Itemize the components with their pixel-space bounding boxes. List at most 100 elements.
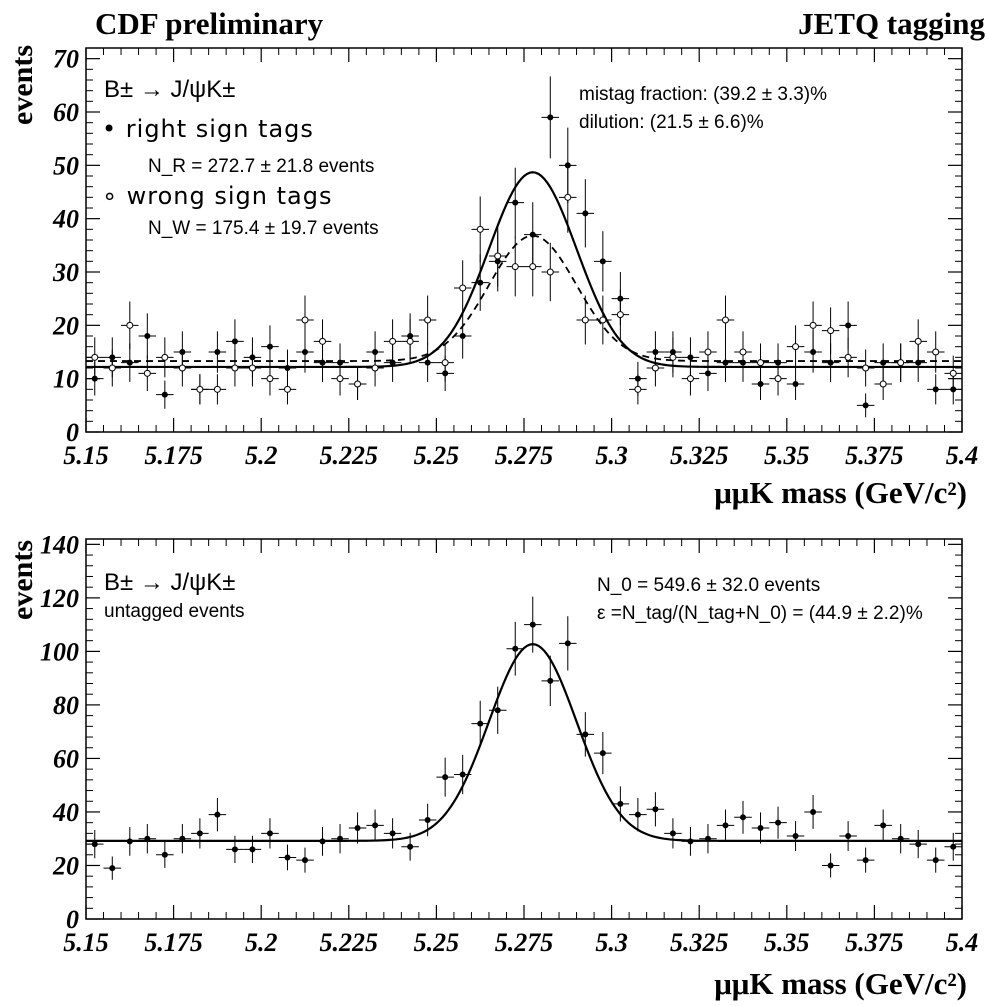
top-right-sign-tags-point [459, 333, 466, 339]
top-x-tick-label: 5.25 [414, 441, 460, 470]
top-right-sign-tags-point [529, 231, 536, 238]
top-right-sign-tags-point [547, 114, 554, 121]
top-right-sign-tags-point [827, 359, 834, 366]
top-wrong-sign-tags-point [721, 316, 729, 324]
top-wrong-sign-tags-point [634, 385, 642, 393]
bottom-y-tick-label: 80 [53, 691, 79, 720]
bottom-untagged-events-point [722, 822, 729, 829]
bottom-untagged-events-point [740, 814, 746, 821]
top-wrong-sign-tags-point [143, 369, 151, 377]
bottom-data-marks [86, 596, 962, 880]
untagged-label: untagged events [104, 601, 245, 622]
bottom-x-tick-label: 5.375 [845, 928, 904, 957]
bottom-y-tick-label: 140 [40, 530, 79, 559]
bottom-untagged-events-point [196, 830, 203, 837]
bottom-untagged-events-point [582, 731, 589, 738]
top-axis-ticks: 5.15 5.175 5.2 5.225 5.25 5.275 5.3 5.325 5.35 5.… [52, 45, 978, 470]
bottom-x-tick-label: 5.3 [595, 928, 628, 957]
top-x-tick-label: 5.3 [595, 441, 628, 470]
bottom-untagged-events-point [897, 835, 904, 842]
top-wrong-sign-tags-point [564, 193, 572, 201]
top-wrong-sign-tags-point [739, 348, 747, 356]
bottom-y-tick-label: 20 [52, 851, 79, 880]
top-right-sign-tags-point [932, 386, 939, 393]
top-right-sign-tags-point [266, 343, 273, 350]
top-x-tick-label: 5.4 [946, 441, 979, 470]
bottom-untagged-events-point [231, 846, 238, 853]
top-wrong-sign-tags-point [862, 364, 870, 372]
bottom-untagged-events-point [547, 677, 554, 684]
top-right-sign-tags-point [424, 359, 431, 366]
top-wrong-sign-tags-point [879, 380, 887, 388]
bottom-untagged-events-point [442, 774, 449, 781]
top-wrong-sign-tags-point [441, 359, 449, 367]
top-wrong-sign-tags-point [616, 311, 624, 319]
bottom-untagged-events-point [827, 862, 834, 869]
top-right-sign-tags-point [722, 359, 729, 366]
top-right-sign-tags-point [845, 322, 852, 329]
top-x-tick-label: 5.325 [670, 441, 729, 470]
bottom-untagged-events-point [144, 835, 151, 842]
top-wrong-sign-tags-point [897, 359, 905, 367]
bottom-y-tick-label: 120 [40, 584, 79, 613]
top-wrong-sign-tags-point [389, 337, 397, 345]
wrong-sign-yield: N_W = 175.4 ± 19.7 events [148, 218, 379, 239]
bottom-untagged-events-point [862, 857, 869, 864]
bottom-y-tick-label: 40 [52, 798, 79, 827]
top-wrong-sign-tags-point [354, 380, 362, 388]
top-wrong-sign-tags-point [686, 375, 694, 383]
bottom-y-tick-label: 60 [53, 744, 79, 773]
bottom-axis-ticks: 5.15 5.175 5.2 5.225 5.25 5.275 5.3 5.325 5.35 5.… [40, 530, 978, 957]
dilution-label: dilution: (21.5 ± 6.6)% [579, 112, 764, 133]
bottom-untagged-events-point [372, 822, 379, 829]
top-wrong-sign-tags-point [248, 364, 256, 372]
top-wrong-sign-tags-point [371, 364, 379, 372]
header-right: JETQ tagging [798, 6, 985, 41]
top-wrong-sign-tags-point [161, 353, 169, 361]
top-right-sign-tags-point [599, 258, 606, 265]
top-decay-label: B± → J/ψK± [104, 76, 235, 103]
top-wrong-sign-tags-point [476, 225, 484, 233]
bottom-untagged-events-point [617, 800, 624, 807]
top-wrong-sign-tags-point [126, 321, 134, 329]
bottom-y-tick-label: 100 [40, 637, 79, 666]
top-wrong-sign-tags-point [546, 268, 554, 276]
bottom-untagged-events-point [214, 811, 221, 818]
top-right-sign-tags-point [144, 333, 151, 339]
bottom-untagged-events-point [845, 833, 852, 840]
bottom-untagged-fit-curve [86, 643, 962, 842]
bottom-untagged-events-point [179, 835, 186, 842]
top-y-tick-label: 10 [53, 365, 79, 394]
top-wrong-sign-tags-point [91, 353, 99, 361]
bottom-untagged-events-point [880, 822, 887, 829]
bottom-untagged-events-point [932, 857, 939, 864]
top-data-marks [86, 76, 962, 418]
bottom-untagged-events-point [319, 838, 326, 845]
bottom-x-tick-label: 5.15 [63, 928, 109, 957]
top-wrong-sign-tags-point [581, 316, 589, 324]
top-right-sign-tags-point [231, 338, 238, 345]
top-panel: 5.15 5.175 5.2 5.225 5.25 5.275 5.3 5.325 5.35 5.… [6, 45, 978, 510]
top-wrong-sign-tags-point [319, 337, 327, 345]
top-wrong-sign-tags-point [459, 284, 467, 292]
bottom-panel: 5.15 5.175 5.2 5.225 5.25 5.275 5.3 5.325 5.35 5.… [6, 530, 978, 1001]
bottom-untagged-events-point [284, 854, 291, 861]
bottom-untagged-events-point [161, 851, 168, 858]
bottom-untagged-events-point [599, 750, 606, 757]
bottom-untagged-events-point [792, 833, 799, 840]
top-right-sign-tags-point [477, 279, 484, 286]
bottom-untagged-events-point [459, 771, 466, 778]
bottom-untagged-events-point [109, 865, 116, 872]
top-wrong-sign-tags-point [406, 337, 414, 345]
top-wrong-sign-tags-point [231, 364, 239, 372]
bottom-y-tick-label: 0 [66, 905, 79, 934]
top-y-tick-label: 0 [66, 418, 79, 447]
top-wrong-sign-tags-point [213, 385, 221, 393]
bottom-x-tick-label: 5.4 [946, 928, 979, 957]
bottom-untagged-events-point [564, 640, 571, 647]
right-sign-legend: • right sign tags [102, 115, 314, 143]
top-wrong-sign-fit-curve [86, 234, 962, 362]
bottom-x-tick-label: 5.35 [764, 928, 810, 957]
top-right-sign-tags-point [126, 359, 133, 366]
top-x-tick-label: 5.35 [764, 441, 810, 470]
